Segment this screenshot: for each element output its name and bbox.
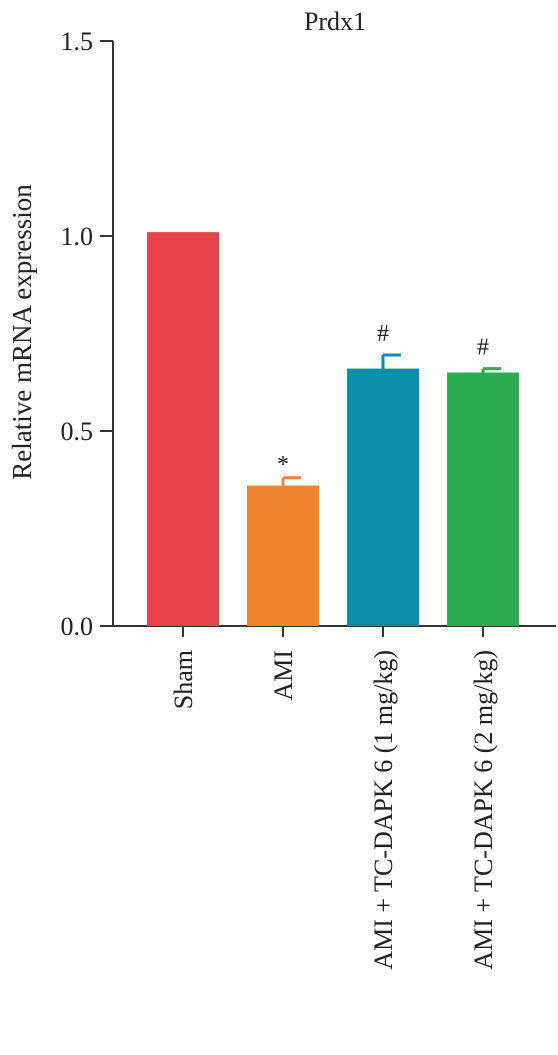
- y-tick-label: 0.5: [61, 417, 94, 446]
- x-tick-label: AMI + TC-DAPK 6 (2 mg/kg): [469, 650, 498, 970]
- y-tick-label: 1.5: [61, 27, 94, 56]
- bar: [147, 232, 219, 626]
- bar: [247, 485, 319, 626]
- y-tick-label: 1.0: [61, 222, 94, 251]
- significance-marker: #: [377, 321, 389, 347]
- bar: [447, 372, 519, 626]
- chart-title: Prdx1: [304, 7, 366, 36]
- x-tick-label: AMI: [269, 650, 298, 701]
- plot-area: 0.0 0.5 1.0 1.5 Sham * AMI # AMI + TC-DAPK 6 (1 …: [61, 27, 556, 970]
- x-tick-label: Sham: [169, 650, 198, 709]
- y-tick-label: 0.0: [61, 612, 94, 641]
- x-tick-label: AMI + TC-DAPK 6 (1 mg/kg): [369, 650, 398, 970]
- bar: [347, 368, 419, 626]
- y-axis-label: Relative mRNA expression: [7, 184, 37, 480]
- significance-marker: *: [277, 452, 289, 478]
- significance-marker: #: [477, 335, 489, 361]
